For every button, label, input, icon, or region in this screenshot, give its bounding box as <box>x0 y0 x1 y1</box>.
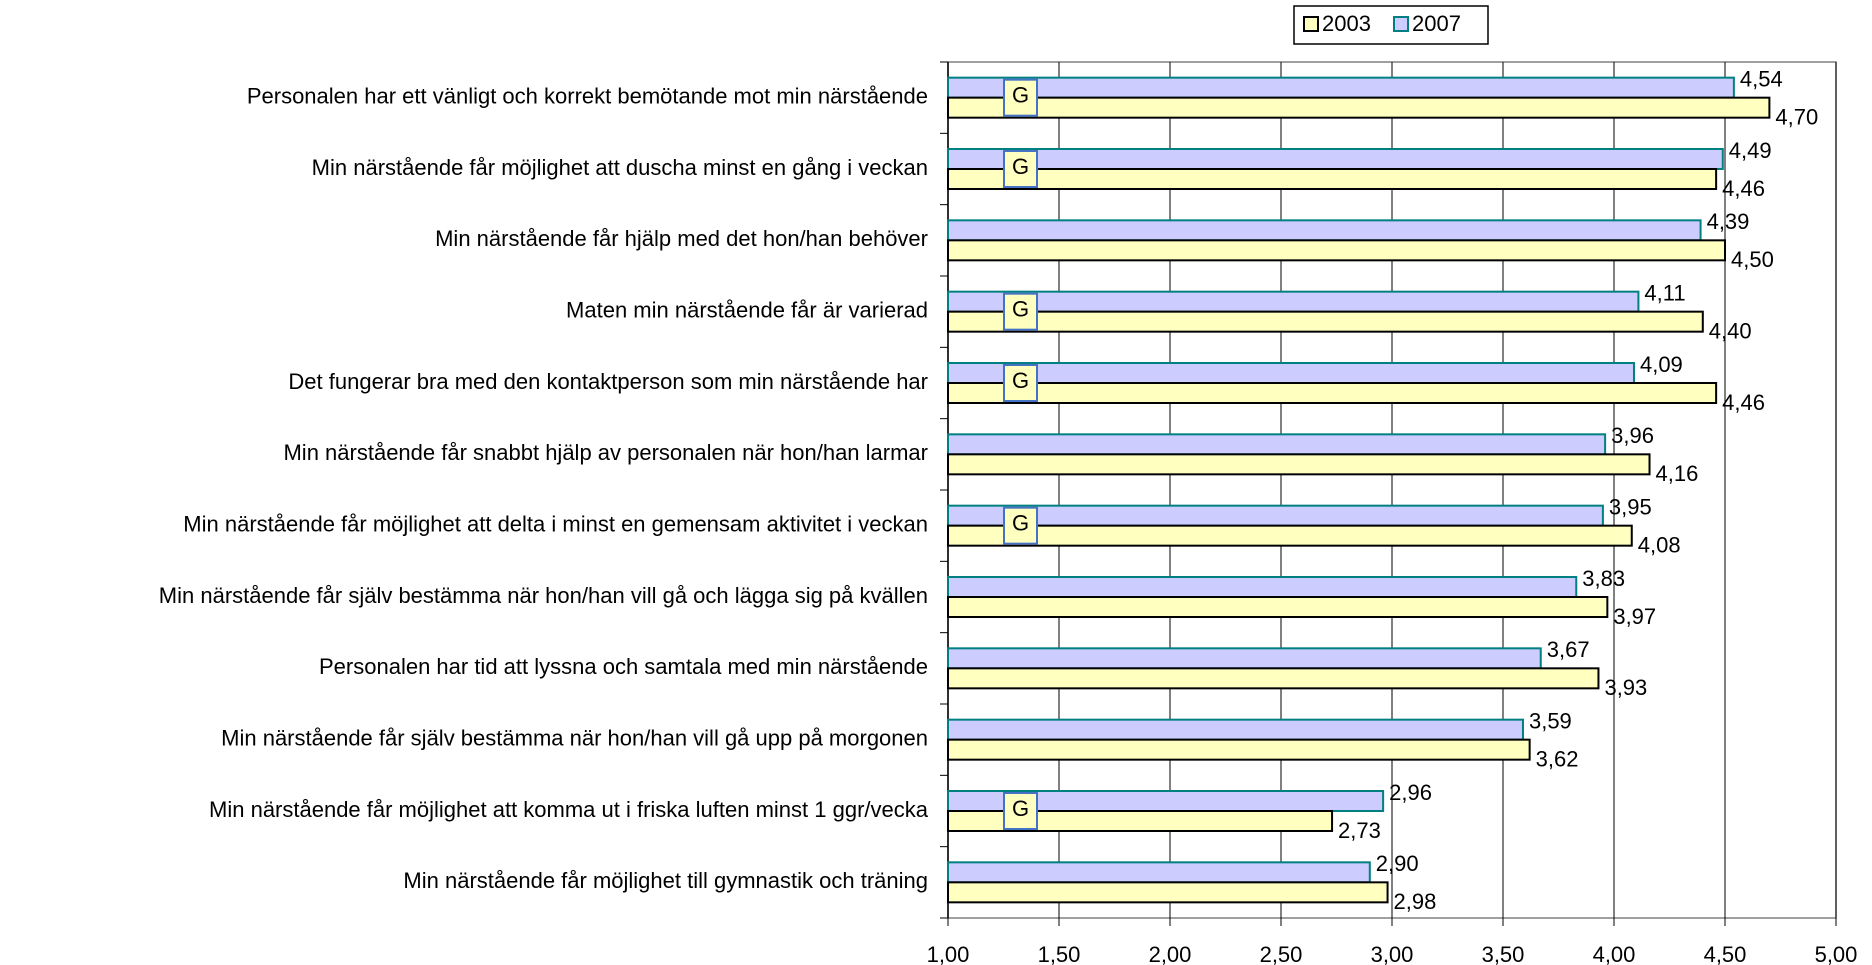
value-label: 4,16 <box>1656 461 1699 486</box>
legend-label: 2007 <box>1412 11 1461 36</box>
bar <box>947 310 1704 333</box>
marker-badge <box>1003 792 1038 830</box>
category-label: Maten min närstående får är varierad <box>566 297 928 322</box>
value-label: 4,08 <box>1638 532 1681 557</box>
value-label: 4,70 <box>1775 104 1818 129</box>
bar <box>947 524 1633 547</box>
x-tick-label: 2,50 <box>1260 942 1303 965</box>
x-tick-label: 1,00 <box>927 942 970 965</box>
bar <box>947 810 1334 832</box>
marker-badge <box>1003 150 1038 188</box>
bar <box>947 718 1524 741</box>
x-tick-label: 4,50 <box>1704 942 1747 965</box>
bar <box>947 239 1726 262</box>
value-label: 3,93 <box>1604 675 1647 700</box>
bar <box>947 881 1389 904</box>
marker-label: G <box>1012 154 1029 179</box>
bar <box>947 290 1640 313</box>
value-label: 2,90 <box>1376 851 1419 876</box>
category-label: Personalen har tid att lyssna och samtal… <box>319 654 928 679</box>
x-tick-label: 4,00 <box>1593 942 1636 965</box>
bar <box>947 362 1635 384</box>
value-label: 4,46 <box>1722 176 1765 201</box>
value-label: 3,59 <box>1529 708 1572 733</box>
x-tick-label: 5,00 <box>1815 942 1858 965</box>
value-label: 4,54 <box>1740 66 1783 91</box>
category-label: Min närstående får snabbt hjälp av perso… <box>283 440 928 465</box>
category-label: Min närstående får möjlighet att delta i… <box>183 511 928 536</box>
marker-label: G <box>1012 82 1029 107</box>
x-tick-label: 3,50 <box>1482 942 1525 965</box>
legend-label: 2003 <box>1322 11 1371 36</box>
value-label: 3,95 <box>1609 494 1652 519</box>
bar <box>947 382 1718 404</box>
marker-label: G <box>1012 510 1029 535</box>
marker-badge <box>1003 506 1038 545</box>
category-label: Min närstående får möjlighet till gymnas… <box>403 868 928 893</box>
legend-box <box>1293 5 1489 45</box>
value-label: 3,83 <box>1582 566 1625 591</box>
bar <box>947 76 1735 99</box>
bar <box>947 576 1578 598</box>
x-tick-label: 3,00 <box>1371 942 1414 965</box>
category-label: Min närstående får hjälp med det hon/han… <box>435 226 928 251</box>
bar <box>947 168 1718 190</box>
marker-label: G <box>1012 296 1029 321</box>
bar <box>947 433 1607 456</box>
bar <box>947 738 1531 761</box>
value-label: 4,40 <box>1709 318 1752 343</box>
x-tick-label: 2,00 <box>1149 942 1192 965</box>
value-label: 3,67 <box>1547 637 1590 662</box>
bar <box>947 453 1651 476</box>
category-label: Min närstående får möjlighet att duscha … <box>312 155 928 180</box>
bar <box>947 504 1604 527</box>
bar <box>947 148 1724 170</box>
value-label: 2,98 <box>1394 889 1437 914</box>
bar <box>947 861 1371 884</box>
category-label: Det fungerar bra med den kontaktperson s… <box>288 369 928 394</box>
legend-swatch <box>1303 16 1319 32</box>
value-label: 4,11 <box>1644 280 1685 305</box>
bar <box>947 219 1702 242</box>
value-label: 2,73 <box>1338 818 1381 843</box>
value-label: 4,49 <box>1729 138 1772 163</box>
marker-badge <box>1003 364 1038 402</box>
legend-swatch <box>1393 16 1409 32</box>
marker-label: G <box>1012 796 1029 821</box>
category-label: Min närstående får själv bestämma när ho… <box>159 583 928 608</box>
category-label: Personalen har ett vänligt och korrekt b… <box>247 83 928 108</box>
x-tick-label: 1,50 <box>1038 942 1081 965</box>
value-label: 4,50 <box>1731 247 1774 272</box>
marker-label: G <box>1012 368 1029 393</box>
bar <box>947 96 1771 119</box>
value-label: 4,46 <box>1722 390 1765 415</box>
category-label: Min närstående får själv bestämma när ho… <box>221 725 928 750</box>
marker-badge <box>1003 78 1038 117</box>
value-label: 2,96 <box>1389 780 1432 805</box>
value-label: 3,96 <box>1611 423 1654 448</box>
value-label: 4,09 <box>1640 352 1683 377</box>
bar <box>947 667 1600 690</box>
bar <box>947 596 1609 618</box>
value-label: 3,97 <box>1613 604 1656 629</box>
category-label: Min närstående får möjlighet att komma u… <box>209 797 929 822</box>
marker-badge <box>1003 292 1038 331</box>
value-label: 3,62 <box>1536 746 1579 771</box>
value-label: 4,39 <box>1707 209 1750 234</box>
bar <box>947 647 1542 670</box>
